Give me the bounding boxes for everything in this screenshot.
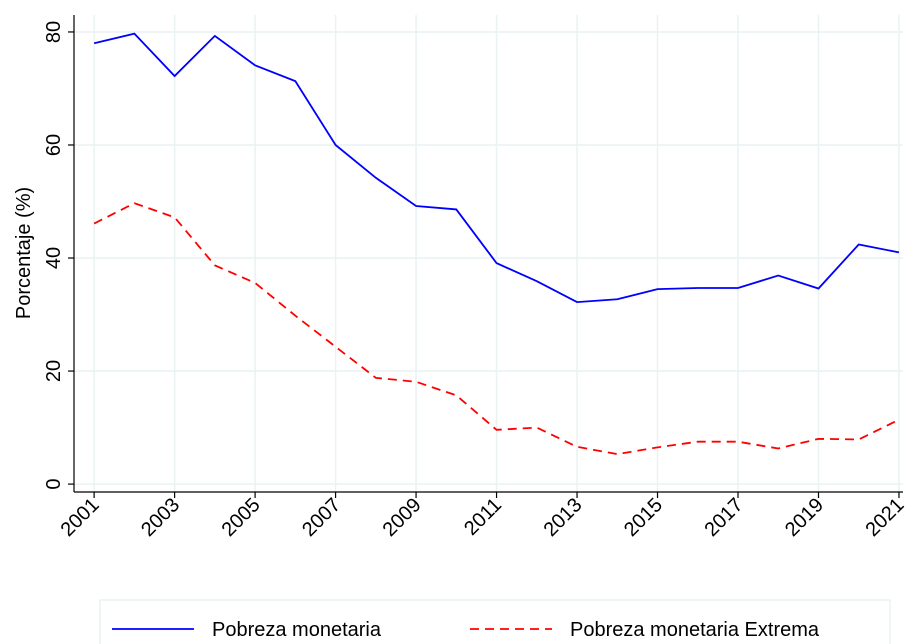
- series-line: [93, 32, 900, 304]
- y-tick-label: 20: [43, 360, 65, 382]
- x-tick-label: 2005: [218, 494, 265, 541]
- x-tick-label: 2021: [861, 494, 906, 541]
- x-tick-label: 2011: [460, 494, 506, 540]
- legend-label: Pobreza monetaria Extrema: [570, 619, 820, 641]
- x-tick-label: 2019: [781, 494, 828, 541]
- x-tick-label: 2009: [379, 494, 426, 541]
- x-tick-label: 2001: [57, 494, 104, 541]
- y-tick-label: 40: [43, 247, 65, 269]
- legend-label: Pobreza monetaria: [212, 619, 382, 641]
- y-axis-label: Porcentaje (%): [13, 187, 35, 319]
- x-tick-label: 2017: [701, 494, 748, 541]
- series-line: [93, 202, 900, 456]
- y-tick-label: 0: [43, 479, 65, 490]
- x-tick-label: 2015: [620, 494, 667, 541]
- x-tick-label: 2013: [540, 494, 587, 541]
- legend-box: [99, 599, 891, 644]
- y-tick-label: 80: [43, 21, 65, 43]
- y-tick-label: 60: [43, 134, 65, 156]
- x-tick-label: 2003: [137, 494, 184, 541]
- x-tick-label: 2007: [298, 494, 345, 541]
